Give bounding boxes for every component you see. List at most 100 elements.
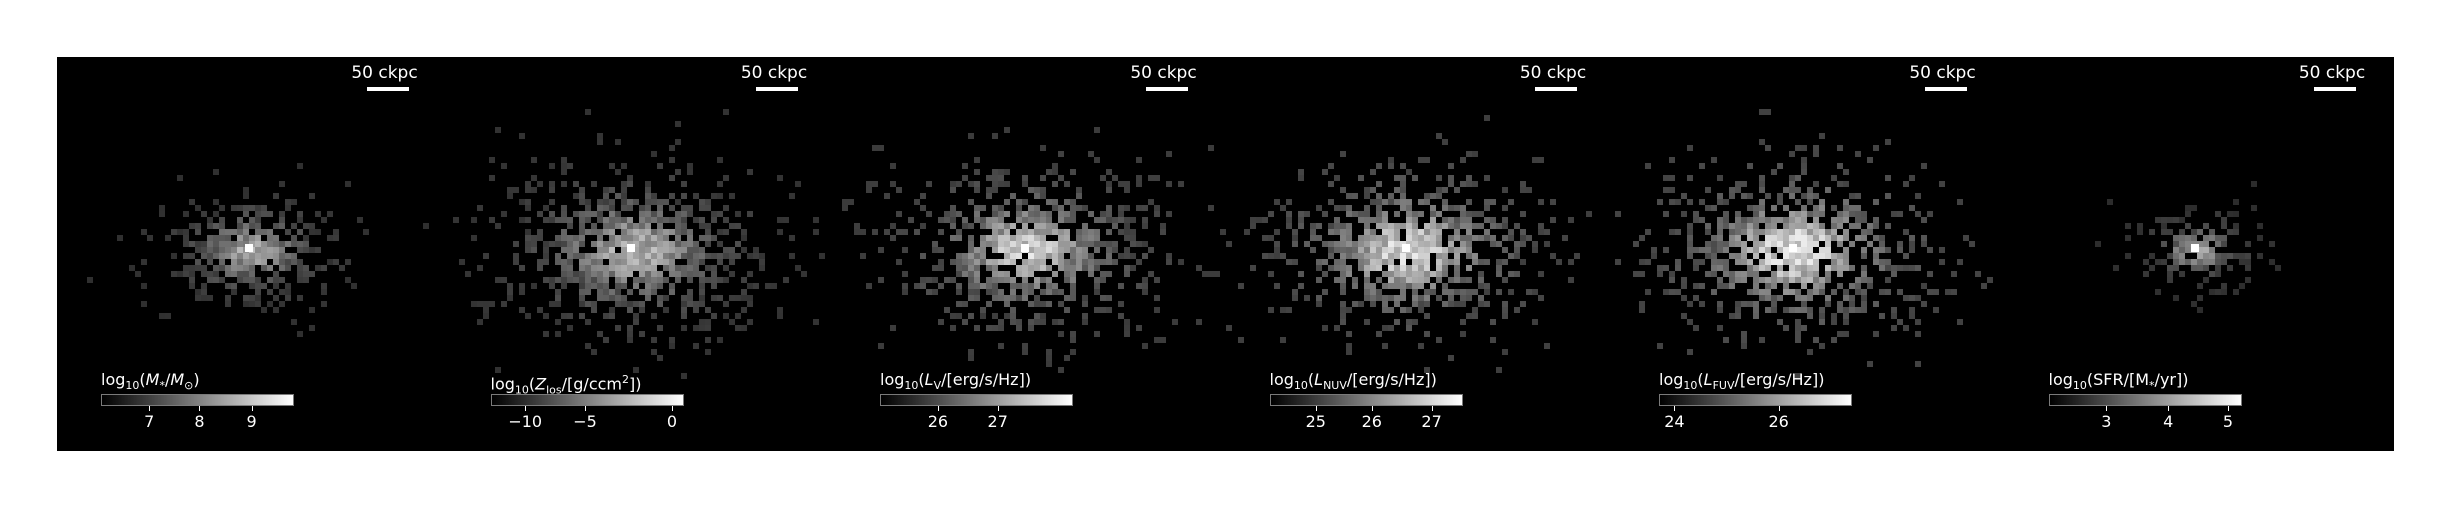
map-pixel — [638, 265, 645, 271]
map-pixel — [1076, 265, 1082, 271]
map-pixel — [686, 229, 693, 235]
map-pixel — [309, 307, 315, 313]
map-pixel — [1465, 217, 1472, 223]
map-pixel — [1273, 229, 1280, 235]
map-pixel — [614, 139, 621, 145]
map-pixel — [566, 217, 573, 223]
map-pixel — [560, 259, 567, 265]
map-pixel — [1789, 151, 1795, 157]
map-pixel — [309, 325, 315, 331]
map-pixel — [890, 235, 896, 241]
map-pixel — [608, 163, 615, 169]
map-pixel — [213, 211, 219, 217]
map-pixel — [1807, 247, 1813, 253]
map-pixel — [1004, 199, 1010, 205]
map-pixel — [1471, 211, 1478, 217]
map-pixel — [1112, 247, 1118, 253]
map-pixel — [956, 229, 962, 235]
map-pixel — [1040, 289, 1046, 295]
map-pixel — [968, 133, 974, 139]
map-pixel — [1381, 223, 1388, 229]
map-pixel — [1885, 289, 1891, 295]
map-pixel — [1861, 265, 1867, 271]
map-pixel — [1046, 355, 1052, 361]
map-pixel — [1873, 253, 1879, 259]
map-pixel — [1915, 361, 1921, 367]
map-pixel — [668, 343, 675, 349]
map-pixel — [1645, 259, 1651, 265]
map-pixel — [1861, 235, 1867, 241]
map-pixel — [207, 223, 213, 229]
map-pixel — [710, 217, 717, 223]
map-pixel — [1417, 283, 1424, 289]
map-pixel — [1046, 289, 1052, 295]
map-pixel — [1867, 283, 1873, 289]
map-pixel — [626, 307, 633, 313]
map-pixel — [315, 247, 321, 253]
map-pixel — [650, 241, 657, 247]
map-pixel — [1399, 199, 1406, 205]
map-pixel — [1303, 211, 1310, 217]
map-pixel — [303, 271, 309, 277]
map-pixel — [1483, 283, 1490, 289]
map-pixel — [1711, 253, 1717, 259]
map-pixel — [237, 229, 243, 235]
map-pixel — [1417, 157, 1424, 163]
map-pixel — [1753, 235, 1759, 241]
map-pixel — [159, 313, 165, 319]
map-pixel — [1747, 289, 1753, 295]
map-pixel — [1393, 301, 1400, 307]
map-pixel — [1747, 259, 1753, 265]
map-pixel — [1046, 211, 1052, 217]
map-pixel — [500, 163, 507, 169]
map-pixel — [1028, 247, 1034, 253]
map-pixel — [560, 247, 567, 253]
map-pixel — [255, 235, 261, 241]
map-pixel — [1747, 229, 1753, 235]
map-pixel — [1687, 301, 1693, 307]
map-pixel — [1837, 283, 1843, 289]
map-pixel — [1423, 301, 1430, 307]
map-pixel — [1447, 235, 1454, 241]
map-pixel — [1747, 205, 1753, 211]
map-pixel — [1004, 253, 1010, 259]
map-pixel — [1345, 223, 1352, 229]
map-pixel — [1441, 217, 1448, 223]
map-pixel — [650, 313, 657, 319]
map-pixel — [1753, 223, 1759, 229]
map-pixel — [2148, 253, 2155, 259]
map-pixel — [231, 283, 237, 289]
map-pixel — [1399, 307, 1406, 313]
map-pixel — [998, 229, 1004, 235]
map-pixel — [632, 301, 639, 307]
map-pixel — [1453, 289, 1460, 295]
colorbar-tick — [149, 406, 151, 411]
map-pixel — [1405, 283, 1412, 289]
map-pixel — [1921, 163, 1927, 169]
map-pixel — [1747, 265, 1753, 271]
map-pixel — [746, 283, 753, 289]
map-pixel — [2208, 289, 2215, 295]
map-pixel — [1489, 241, 1496, 247]
map-pixel — [279, 211, 285, 217]
map-pixel — [680, 217, 687, 223]
map-pixel — [1681, 211, 1687, 217]
map-pixel — [1915, 295, 1921, 301]
map-pixel — [273, 271, 279, 277]
map-pixel — [1070, 253, 1076, 259]
map-pixel — [297, 277, 303, 283]
map-pixel — [1465, 253, 1472, 259]
map-pixel — [710, 277, 717, 283]
map-pixel — [1807, 265, 1813, 271]
map-pixel — [1435, 133, 1442, 139]
colorbar — [101, 394, 294, 406]
map-pixel — [1381, 283, 1388, 289]
map-pixel — [1729, 229, 1735, 235]
map-pixel — [1363, 319, 1370, 325]
map-pixel — [1813, 217, 1819, 223]
map-pixel — [1711, 235, 1717, 241]
map-pixel — [1735, 253, 1741, 259]
map-pixel — [1501, 301, 1508, 307]
map-pixel — [1711, 289, 1717, 295]
map-pixel — [231, 253, 237, 259]
